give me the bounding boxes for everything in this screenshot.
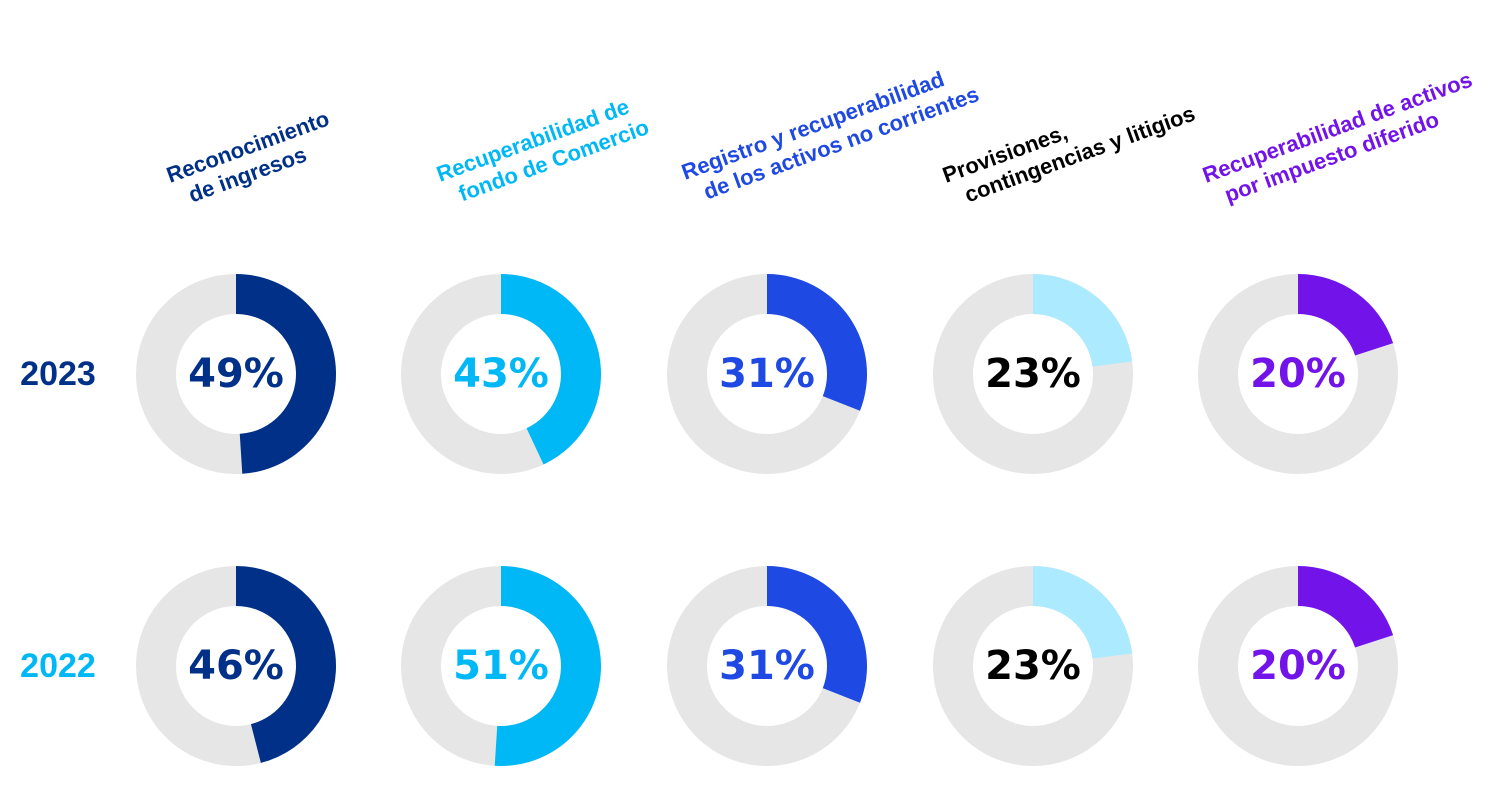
donuts: 49% 43% 31% 23% 20% 46% 51% 31% 23% 20% — [156, 274, 1393, 766]
year-labels: 2023 2022 — [20, 355, 96, 685]
year-label-2023: 2023 — [20, 355, 96, 393]
donut-2023-provisiones: 23% — [953, 274, 1132, 454]
donut-2022-reconocimiento: 46% — [156, 566, 336, 763]
donut-value-label: 51% — [453, 643, 549, 689]
donut-value-label: 43% — [453, 351, 549, 397]
category-label-recuperabilidad-de: Recuperabilidad defondo de Comercio — [433, 90, 652, 211]
donut-value-label: 20% — [1250, 351, 1346, 397]
donut-value-label: 49% — [188, 351, 284, 397]
category-labels: Reconocimientode ingresos Recuperabilidad… — [163, 57, 1484, 212]
donut-value-arc — [1298, 566, 1393, 647]
donut-value-label: 23% — [985, 351, 1081, 397]
donut-value-label: 20% — [1250, 643, 1346, 689]
donut-value-label: 31% — [719, 351, 815, 397]
year-label-2022: 2022 — [20, 647, 96, 685]
donut-value-label: 46% — [188, 643, 284, 689]
donut-2022-recuperabilidad-de-activos: 20% — [1218, 566, 1393, 746]
category-label-recuperabilidad-de-activos: Recuperabilidad de activospor impuesto d… — [1199, 67, 1484, 212]
donut-2022-registro-y-recuperabilidad: 31% — [687, 566, 867, 746]
donut-2022-recuperabilidad-de: 51% — [421, 566, 601, 766]
donut-value-label: 31% — [719, 643, 815, 689]
donut-2023-reconocimiento: 49% — [156, 274, 336, 474]
category-label-registro-y-recuperabilidad: Registro y recuperabilidadde los activos… — [678, 57, 982, 209]
donut-value-arc — [1298, 274, 1393, 355]
donut-2022-provisiones: 23% — [953, 566, 1132, 746]
donut-2023-recuperabilidad-de: 43% — [421, 274, 601, 464]
donut-value-label: 23% — [985, 643, 1081, 689]
donut-2023-recuperabilidad-de-activos: 20% — [1218, 274, 1393, 454]
category-label-reconocimiento: Reconocimientode ingresos — [163, 106, 341, 212]
donut-2023-registro-y-recuperabilidad: 31% — [687, 274, 867, 454]
